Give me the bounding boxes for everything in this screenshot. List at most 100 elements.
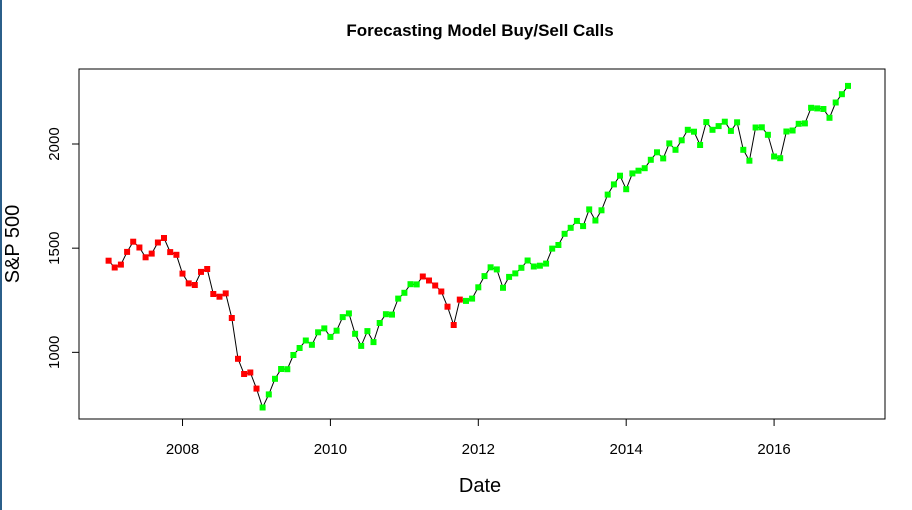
buy-signal-point xyxy=(820,106,827,112)
sell-signal-point xyxy=(198,268,204,275)
buy-signal-point xyxy=(481,273,488,280)
x-tick-label: 2016 xyxy=(757,441,790,458)
buy-signal-point xyxy=(530,263,537,270)
sell-signal-point xyxy=(191,282,198,288)
buy-signal-point xyxy=(832,99,839,106)
buy-signal-point xyxy=(284,366,291,373)
buy-signal-point xyxy=(573,217,580,224)
buy-signal-point xyxy=(278,366,285,372)
sell-signal-point xyxy=(247,369,254,376)
buy-signal-point xyxy=(308,341,315,348)
x-tick-label: 2008 xyxy=(166,441,199,458)
buy-signal-point xyxy=(740,146,747,153)
x-tick-label: 2014 xyxy=(610,441,643,458)
buy-signal-point xyxy=(376,320,383,326)
buy-signal-point xyxy=(592,217,599,224)
buy-signal-point xyxy=(771,153,778,160)
sell-signal-point xyxy=(179,270,186,277)
sell-signal-point xyxy=(210,291,217,297)
buy-signal-point xyxy=(641,165,648,172)
y-tick-label: 1500 xyxy=(46,231,63,264)
buy-signal-point xyxy=(617,172,623,179)
buy-signal-point xyxy=(783,128,790,135)
sell-signal-point xyxy=(426,277,432,284)
buy-signal-point xyxy=(500,284,506,291)
buy-signal-point xyxy=(296,345,303,351)
buy-signal-point xyxy=(660,155,667,162)
x-axis: 2008 2010 2012 2014 2016 xyxy=(166,418,791,458)
sell-signal-point xyxy=(444,303,451,310)
buy-signal-point xyxy=(586,206,593,213)
sell-signal-point xyxy=(450,322,457,328)
buy-signal-point xyxy=(407,281,414,288)
buy-signal-point xyxy=(845,82,851,89)
buy-signal-point xyxy=(789,127,796,134)
plot-frame xyxy=(78,68,886,420)
buy-signal-point xyxy=(401,289,408,296)
buy-signal-point xyxy=(549,245,556,252)
x-tick-label: 2010 xyxy=(314,441,347,458)
buy-signal-point xyxy=(808,104,815,111)
sell-signal-point xyxy=(241,371,248,377)
y-axis: 1000 1500 2000 xyxy=(46,127,80,369)
sell-signal-point xyxy=(216,293,223,300)
buy-signal-point xyxy=(475,284,482,291)
buy-signal-point xyxy=(795,120,802,127)
sell-signal-point xyxy=(185,280,192,287)
buy-signal-point xyxy=(413,281,420,288)
buy-signal-point xyxy=(543,260,550,267)
buy-signal-point xyxy=(272,375,278,382)
buy-signal-point xyxy=(838,91,845,98)
sell-signal-point xyxy=(136,244,143,251)
buy-signal-point xyxy=(734,119,741,126)
buy-signal-point xyxy=(814,105,821,112)
buy-signal-point xyxy=(327,333,334,340)
buy-signal-point xyxy=(561,230,568,237)
chart-title: Forecasting Model Buy/Sell Calls xyxy=(346,21,613,40)
sell-signal-point xyxy=(432,282,439,289)
buy-signal-point xyxy=(493,266,500,273)
buy-signal-point xyxy=(352,330,359,337)
sell-signal-point xyxy=(419,273,426,280)
buy-signal-point xyxy=(506,273,513,280)
buy-signal-point xyxy=(358,342,365,349)
sell-signal-point xyxy=(456,296,463,303)
sell-signal-point xyxy=(142,254,149,261)
buy-signal-point xyxy=(666,140,673,147)
window-left-edge xyxy=(0,0,2,510)
buy-signal-point xyxy=(777,155,784,162)
buy-signal-point xyxy=(382,311,389,318)
buy-signal-point xyxy=(469,295,476,302)
buy-signal-point xyxy=(654,149,660,156)
sell-signal-point xyxy=(204,266,211,272)
buy-signal-point xyxy=(259,404,266,411)
buy-signal-point xyxy=(536,262,543,269)
buy-signal-point xyxy=(265,391,272,398)
buy-signal-point xyxy=(339,314,346,321)
buy-signal-point xyxy=(721,118,728,125)
buy-signal-point xyxy=(364,328,371,335)
buy-signal-point xyxy=(752,124,759,131)
buy-signal-point xyxy=(758,124,765,131)
buy-signal-point xyxy=(524,257,531,264)
buy-signal-point xyxy=(727,127,734,134)
x-tick-label: 2012 xyxy=(462,441,495,458)
sell-signal-point xyxy=(124,248,131,255)
buy-signal-point xyxy=(487,264,494,271)
buy-signal-point xyxy=(697,142,704,148)
buy-signal-point xyxy=(290,352,297,358)
sell-signal-point xyxy=(111,264,118,271)
y-tick-label: 2000 xyxy=(46,127,63,160)
buy-signal-point xyxy=(463,297,469,304)
sell-signal-point xyxy=(167,249,174,256)
data-points xyxy=(105,82,851,411)
sell-signal-point xyxy=(228,315,235,321)
buy-signal-point xyxy=(709,126,716,133)
buy-signal-point xyxy=(580,223,587,230)
y-axis-label: S&P 500 xyxy=(2,205,24,284)
buy-signal-point xyxy=(567,224,574,231)
buy-signal-point xyxy=(610,181,617,188)
sell-signal-point xyxy=(235,355,241,362)
buy-signal-point xyxy=(321,325,328,332)
